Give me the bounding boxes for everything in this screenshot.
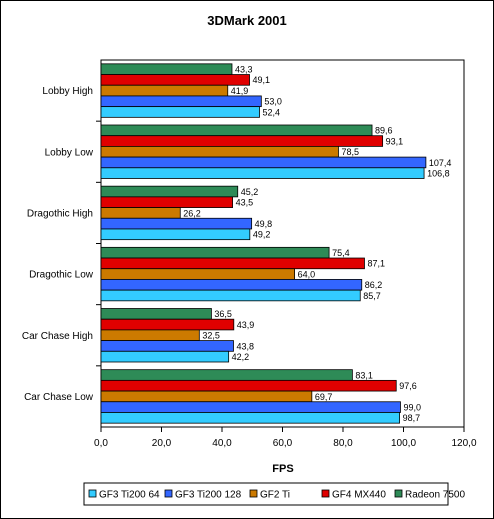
data-label: 53,0 (264, 97, 282, 107)
legend-label: GF3 Ti200 64 (99, 490, 160, 501)
legend-label: GF3 Ti200 128 (175, 490, 242, 501)
bar (100, 217, 253, 230)
data-label: 75,4 (332, 248, 350, 258)
bar (100, 156, 427, 169)
legend-swatch (249, 489, 258, 498)
legend-label: GF4 MX440 (332, 490, 386, 501)
data-label: 45,2 (241, 187, 259, 197)
bar (100, 135, 384, 147)
data-label: 83,1 (355, 370, 373, 380)
legend-label: Radeon 7500 (405, 490, 465, 501)
data-label: 106,8 (427, 169, 450, 179)
data-label: 107,4 (429, 158, 452, 168)
data-label: 32,5 (202, 331, 220, 341)
legend: GF3 Ti200 64 GF3 Ti200 128 GF2 Ti GF4 MX440… (83, 482, 465, 506)
bar (100, 246, 330, 259)
bar (100, 350, 230, 363)
data-label: 42,2 (232, 352, 250, 362)
data-label: 85,7 (363, 291, 381, 301)
x-tick-label: 40,0 (212, 438, 232, 449)
category-label: Dragothic High (27, 208, 93, 219)
data-label: 97,6 (399, 381, 417, 391)
plot-frame (100, 59, 465, 428)
bar (100, 369, 353, 381)
data-label: 43,5 (236, 198, 254, 208)
data-label: 98,7 (403, 413, 421, 423)
data-label: 43,8 (236, 341, 254, 351)
data-label: 49,8 (255, 219, 273, 229)
bar (100, 207, 181, 219)
data-label: 43,9 (237, 320, 255, 330)
data-label: 49,2 (253, 230, 271, 240)
x-axis-label: FPS (272, 463, 293, 475)
bar (100, 196, 233, 208)
x-tick-label: 0,0 (94, 438, 108, 449)
bar (100, 318, 235, 331)
bar (100, 124, 373, 137)
category-label: Lobby Low (45, 147, 94, 158)
data-label: 41,9 (231, 86, 249, 96)
category-label: Car Chase Low (24, 392, 94, 403)
data-label: 99,0 (403, 402, 421, 412)
bar (100, 289, 361, 302)
legend-box (83, 482, 449, 506)
bar (100, 74, 250, 86)
category-label: Dragothic Low (29, 270, 94, 281)
data-label: 89,6 (375, 126, 393, 136)
x-tick-label: 60,0 (273, 438, 293, 449)
data-label: 87,1 (367, 259, 385, 269)
category-label: Car Chase High (22, 331, 93, 342)
data-label: 69,7 (315, 392, 333, 402)
bar (100, 390, 313, 403)
bar (100, 412, 400, 424)
bar (100, 106, 260, 118)
bar (100, 145, 339, 158)
x-tick-label: 100,0 (391, 438, 416, 449)
data-label: 43,3 (235, 65, 253, 75)
bar (100, 379, 397, 392)
x-tick-label: 120,0 (451, 438, 476, 449)
bar (100, 185, 239, 198)
bar (100, 329, 200, 341)
data-label: 93,1 (386, 136, 404, 146)
bar (100, 308, 212, 320)
legend-swatch (88, 489, 97, 498)
bar (100, 63, 233, 75)
data-label: 36,5 (214, 309, 232, 319)
data-label: 78,5 (341, 147, 359, 157)
data-label: 86,2 (365, 280, 383, 290)
x-tick-label: 20,0 (152, 438, 172, 449)
bar (100, 167, 425, 179)
x-tick-label: 80,0 (333, 438, 353, 449)
bar (100, 340, 234, 352)
legend-label: GF2 Ti (260, 490, 290, 501)
data-label: 52,4 (263, 107, 281, 117)
plot-area: Lobby High 43,349,1 41,9 53,052,4 Lobby Low 8… (22, 59, 477, 449)
bar (100, 257, 365, 270)
legend-swatch (321, 489, 330, 498)
chart-title: 3DMark 2001 (207, 13, 287, 28)
bar (100, 228, 251, 241)
data-label: 49,1 (253, 75, 271, 85)
bar (100, 95, 262, 108)
bar (100, 268, 296, 280)
bar (100, 279, 363, 291)
bar (100, 84, 229, 97)
legend-swatch (164, 489, 173, 498)
bar (100, 401, 401, 413)
data-label: 64,0 (298, 269, 316, 279)
category-label: Lobby High (42, 86, 93, 97)
legend-swatch (394, 489, 403, 498)
data-label: 26,2 (183, 208, 201, 218)
